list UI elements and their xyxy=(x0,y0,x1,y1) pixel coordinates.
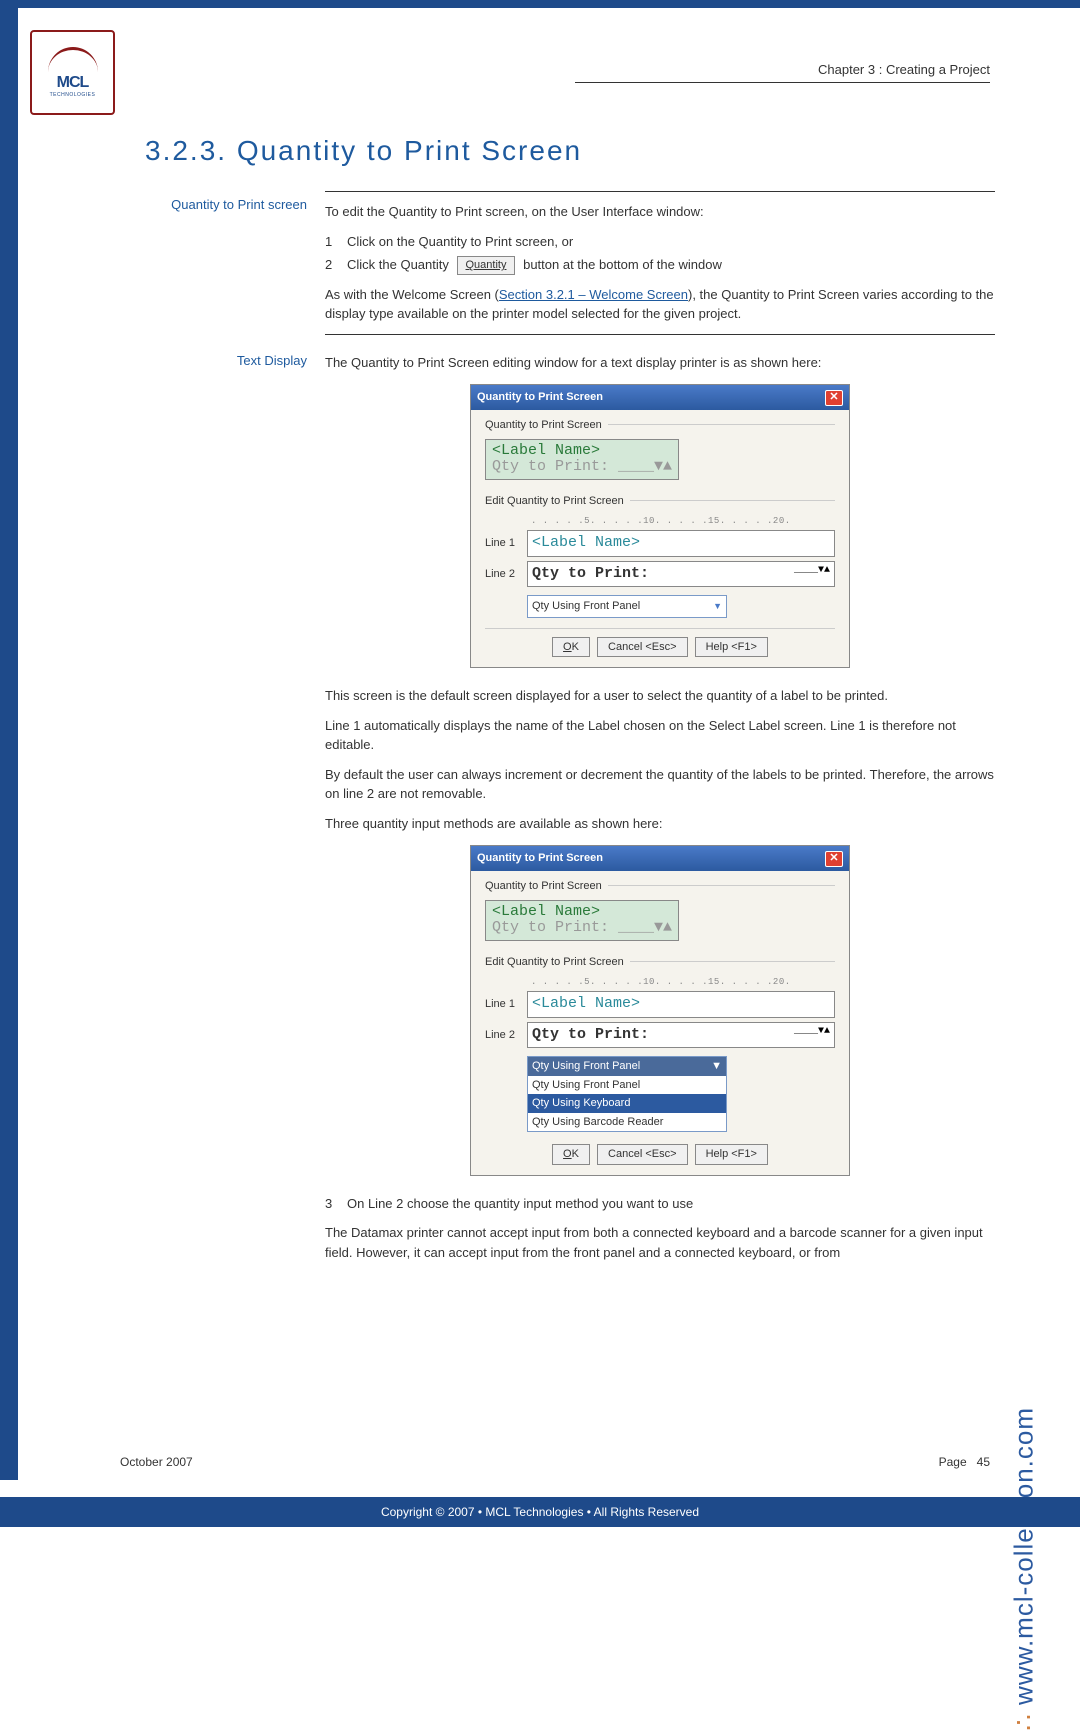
step-1-text: Click on the Quantity to Print screen, o… xyxy=(347,232,573,252)
dropdown-option[interactable]: Qty Using Barcode Reader xyxy=(528,1113,726,1132)
footer: October 2007 Page 45 xyxy=(120,1455,990,1469)
line2-input[interactable]: Qty to Print: ____▼▲ xyxy=(527,1022,835,1049)
ok-button[interactable]: OK xyxy=(552,1144,590,1165)
cancel-button[interactable]: Cancel <Esc> xyxy=(597,637,687,658)
section-title: 3.2.3. Quantity to Print Screen xyxy=(145,135,995,167)
step-num-3: 3 xyxy=(325,1194,347,1214)
para-default-screen: This screen is the default screen displa… xyxy=(325,686,995,706)
para-default-arrows: By default the user can always increment… xyxy=(325,765,995,804)
welcome-screen-link[interactable]: Section 3.2.1 – Welcome Screen xyxy=(499,287,688,302)
logo-text: MCL xyxy=(57,74,89,92)
help-button[interactable]: Help <F1> xyxy=(695,637,768,658)
input-method-dropdown[interactable]: Qty Using Front Panel▼ xyxy=(527,595,727,618)
dialog-titlebar: Quantity to Print Screen ✕ xyxy=(471,846,849,871)
copyright-bar: Copyright © 2007 • MCL Technologies • Al… xyxy=(0,1497,1080,1527)
dropdown-option[interactable]: Qty Using Front Panel xyxy=(528,1076,726,1095)
edit-section-label: Edit Quantity to Print Screen xyxy=(485,954,630,971)
top-border xyxy=(0,0,1080,8)
ruler: . . . . .5. . . . .10. . . . .15. . . . … xyxy=(531,515,835,529)
preview-section-label: Quantity to Print Screen xyxy=(485,878,608,895)
step-num-1: 1 xyxy=(325,232,347,252)
lcd-preview: <Label Name> Qty to Print: ____▼▲ xyxy=(485,439,679,480)
step-num-2: 2 xyxy=(325,255,347,275)
input-method-dropdown-open[interactable]: Qty Using Front Panel▼ Qty Using Front P… xyxy=(527,1056,727,1132)
ok-button[interactable]: OK xyxy=(552,637,590,658)
chevron-down-icon: ▼ xyxy=(713,600,722,614)
footer-page: Page 45 xyxy=(939,1455,990,1469)
qty-print-dialog-1: Quantity to Print Screen ✕ Quantity to P… xyxy=(470,384,850,668)
help-button[interactable]: Help <F1> xyxy=(695,1144,768,1165)
rule xyxy=(325,191,995,192)
step-3-text: On Line 2 choose the quantity input meth… xyxy=(347,1194,693,1214)
chevron-down-icon: ▼ xyxy=(711,1058,722,1075)
line1-label: Line 1 xyxy=(485,535,527,552)
dialog-titlebar: Quantity to Print Screen ✕ xyxy=(471,385,849,410)
line2-label: Line 2 xyxy=(485,1027,527,1044)
line1-label: Line 1 xyxy=(485,996,527,1013)
final-para: The Datamax printer cannot accept input … xyxy=(325,1223,995,1262)
edit-section-label: Edit Quantity to Print Screen xyxy=(485,493,630,510)
para-line1: Line 1 automatically displays the name o… xyxy=(325,716,995,755)
line2-label: Line 2 xyxy=(485,566,527,583)
side-url: ∴ www.mcl-collection.com xyxy=(1009,1407,1040,1731)
line1-input: <Label Name> xyxy=(527,530,835,557)
footer-date: October 2007 xyxy=(120,1455,193,1469)
chapter-heading: Chapter 3 : Creating a Project xyxy=(818,62,990,77)
ruler: . . . . .5. . . . .10. . . . .15. . . . … xyxy=(531,976,835,990)
lcd-preview: <Label Name> Qty to Print: ____▼▲ xyxy=(485,900,679,941)
rule xyxy=(325,334,995,335)
close-icon[interactable]: ✕ xyxy=(825,851,843,867)
intro-text: To edit the Quantity to Print screen, on… xyxy=(325,202,995,222)
step-2-text: Click the Quantity Quantity button at th… xyxy=(347,255,722,275)
logo: MCL TECHNOLOGIES xyxy=(30,30,115,115)
dropdown-option[interactable]: Qty Using Keyboard xyxy=(528,1094,726,1113)
line1-input: <Label Name> xyxy=(527,991,835,1018)
logo-subtext: TECHNOLOGIES xyxy=(50,92,96,98)
margin-label-text-display: Text Display xyxy=(145,353,325,1273)
margin-label-qty: Quantity to Print screen xyxy=(145,197,325,345)
para-three-methods: Three quantity input methods are availab… xyxy=(325,814,995,834)
welcome-ref-para: As with the Welcome Screen (Section 3.2.… xyxy=(325,285,995,324)
text-display-intro: The Quantity to Print Screen editing win… xyxy=(325,353,995,373)
quantity-button[interactable]: Quantity xyxy=(457,256,516,275)
close-icon[interactable]: ✕ xyxy=(825,390,843,406)
qty-print-dialog-2: Quantity to Print Screen ✕ Quantity to P… xyxy=(470,845,850,1176)
preview-section-label: Quantity to Print Screen xyxy=(485,417,608,434)
left-border xyxy=(0,0,18,1480)
header-rule xyxy=(575,82,990,83)
line2-input[interactable]: Qty to Print: ____▼▲ xyxy=(527,561,835,588)
cancel-button[interactable]: Cancel <Esc> xyxy=(597,1144,687,1165)
